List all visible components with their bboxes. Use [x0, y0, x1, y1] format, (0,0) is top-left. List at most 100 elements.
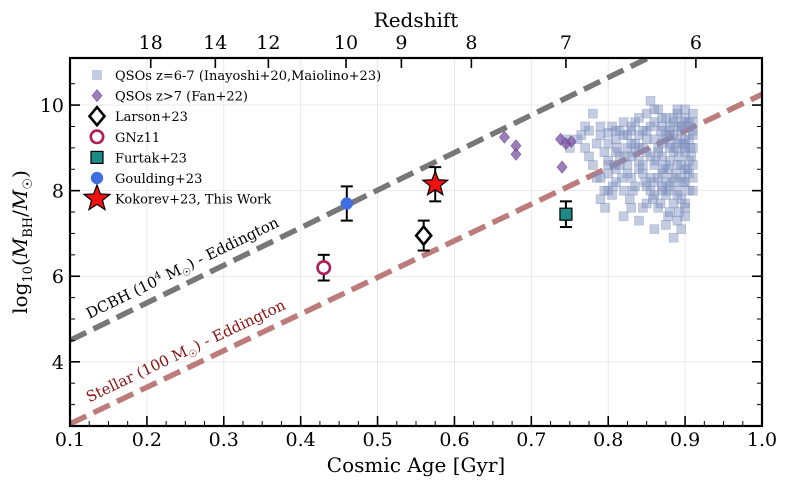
- point-qsos-z-6-7-inayoshi-20-maiolino-23: [630, 117, 640, 127]
- point-qsos-z-6-7-inayoshi-20-maiolino-23: [595, 121, 606, 132]
- top-tick-label: 8: [465, 32, 477, 54]
- point-larson-23: [414, 224, 433, 247]
- point-qsos-z-6-7-inayoshi-20-maiolino-23: [622, 160, 633, 170]
- point-qsos-z-6-7-inayoshi-20-maiolino-23: [653, 147, 664, 157]
- legend-marker: [89, 129, 105, 145]
- point-qsos-z-6-7-inayoshi-20-maiolino-23: [595, 130, 606, 140]
- point-qsos-z-6-7-inayoshi-20-maiolino-23: [614, 151, 625, 162]
- point-qsos-z-6-7-inayoshi-20-maiolino-23: [649, 224, 660, 234]
- legend-label: QSOs z>7 (Fan+22): [115, 90, 248, 105]
- x-tick-label: 0.7: [516, 429, 546, 451]
- point-qsos-z-6-7-inayoshi-20-maiolino-23: [680, 104, 690, 115]
- point-qsos-z-6-7-inayoshi-20-maiolino-23: [595, 173, 606, 183]
- x-tick-label: 0.5: [362, 429, 392, 451]
- x-tick-label: 0.6: [439, 429, 469, 451]
- y-tick-label: 8: [52, 181, 64, 203]
- point-qsos-z-6-7-inayoshi-20-maiolino-23: [626, 125, 637, 136]
- y-tick-label: 6: [52, 266, 64, 288]
- point-qsos-z-6-7-inayoshi-20-maiolino-23: [651, 155, 661, 166]
- legend-label: Larson+23: [115, 110, 188, 125]
- point-qsos-z-6-7-inayoshi-20-maiolino-23: [678, 177, 689, 187]
- point-qsos-z-6-7-inayoshi-20-maiolino-23: [663, 211, 673, 222]
- plot-frame: [68, 56, 764, 428]
- point-gnz11: [316, 260, 332, 276]
- point-qsos-z-6-7-inayoshi-20-maiolino-23: [672, 160, 683, 170]
- x-tick-label: 0.8: [593, 429, 623, 451]
- point-qsos-z-6-7-inayoshi-20-maiolino-23: [618, 211, 629, 222]
- point-qsos-z-6-7-inayoshi-20-maiolino-23: [663, 164, 673, 175]
- point-qsos-z-6-7-inayoshi-20-maiolino-23: [687, 185, 698, 196]
- point-qsos-z-7-fan-22: [499, 130, 510, 144]
- point-qsos-z-6-7-inayoshi-20-maiolino-23: [655, 125, 666, 136]
- legend-marker: [82, 183, 112, 212]
- legend-label: QSOs z=6-7 (Inayoshi+20,Maiolino+23): [115, 69, 381, 84]
- point-qsos-z-6-7-inayoshi-20-maiolino-23: [638, 143, 648, 153]
- x-axis-title: Cosmic Age [Gyr]: [327, 453, 505, 477]
- top-tick-label: 6: [690, 32, 702, 54]
- point-qsos-z-6-7-inayoshi-20-maiolino-23: [624, 194, 635, 205]
- point-qsos-z-6-7-inayoshi-20-maiolino-23: [588, 160, 598, 170]
- y-axis-title: log10(MBH/M☉): [8, 170, 36, 314]
- point-qsos-z-7-fan-22: [510, 147, 522, 161]
- point-qsos-z-6-7-inayoshi-20-maiolino-23: [668, 113, 679, 123]
- point-qsos-z-6-7-inayoshi-20-maiolino-23: [603, 185, 614, 196]
- point-qsos-z-6-7-inayoshi-20-maiolino-23: [584, 151, 594, 162]
- legend-marker: [87, 105, 107, 128]
- point-qsos-z-6-7-inayoshi-20-maiolino-23: [626, 173, 637, 183]
- point-qsos-z-6-7-inayoshi-20-maiolino-23: [591, 138, 602, 149]
- x-tick-label: 1.0: [747, 429, 777, 451]
- eddington-line-stellar: [70, 91, 762, 426]
- point-qsos-z-6-7-inayoshi-20-maiolino-23: [595, 194, 606, 205]
- top-axis-title: Redshift: [374, 8, 459, 32]
- label-part: ☉: [181, 266, 194, 280]
- point-qsos-z-6-7-inayoshi-20-maiolino-23: [634, 215, 644, 226]
- point-qsos-z-6-7-inayoshi-20-maiolino-23: [687, 160, 698, 170]
- y-tick-label: 10: [40, 95, 64, 117]
- y-tick-label: 4: [52, 352, 64, 374]
- point-qsos-z-6-7-inayoshi-20-maiolino-23: [576, 130, 587, 140]
- point-qsos-z-6-7-inayoshi-20-maiolino-23: [668, 130, 679, 140]
- point-qsos-z-6-7-inayoshi-20-maiolino-23: [672, 215, 683, 226]
- legend-marker: [92, 70, 102, 80]
- point-goulding-23: [340, 197, 354, 210]
- top-tick-label: 10: [334, 32, 358, 54]
- point-qsos-z-6-7-inayoshi-20-maiolino-23: [640, 177, 650, 187]
- point-qsos-z-6-7-inayoshi-20-maiolino-23: [687, 143, 698, 153]
- point-qsos-z-6-7-inayoshi-20-maiolino-23: [687, 125, 698, 136]
- x-tick-label: 0.9: [670, 429, 700, 451]
- point-qsos-z-6-7-inayoshi-20-maiolino-23: [649, 104, 660, 115]
- top-tick-label: 14: [203, 32, 227, 54]
- point-qsos-z-6-7-inayoshi-20-maiolino-23: [672, 104, 683, 115]
- point-qsos-z-6-7-inayoshi-20-maiolino-23: [628, 185, 638, 196]
- point-qsos-z-6-7-inayoshi-20-maiolino-23: [678, 117, 689, 127]
- legend-label: GNz11: [115, 131, 160, 146]
- data-points: [316, 95, 698, 282]
- point-qsos-z-6-7-inayoshi-20-maiolino-23: [638, 202, 648, 213]
- point-qsos-z-6-7-inayoshi-20-maiolino-23: [580, 143, 590, 153]
- point-qsos-z-6-7-inayoshi-20-maiolino-23: [664, 121, 675, 132]
- point-qsos-z-6-7-inayoshi-20-maiolino-23: [588, 108, 598, 119]
- point-qsos-z-6-7-inayoshi-20-maiolino-23: [658, 134, 669, 145]
- point-qsos-z-6-7-inayoshi-20-maiolino-23: [657, 113, 667, 123]
- point-qsos-z-6-7-inayoshi-20-maiolino-23: [626, 202, 637, 213]
- plot-area-background: [70, 58, 762, 426]
- point-furtak-23: [559, 207, 573, 221]
- top-tick-label: 18: [139, 32, 163, 54]
- legend-marker: [91, 89, 103, 103]
- point-qsos-z-6-7-inayoshi-20-maiolino-23: [599, 147, 610, 157]
- point-qsos-z-6-7-inayoshi-20-maiolino-23: [655, 198, 666, 209]
- point-qsos-z-6-7-inayoshi-20-maiolino-23: [668, 232, 679, 243]
- point-qsos-z-6-7-inayoshi-20-maiolino-23: [669, 177, 680, 187]
- legend-label: Furtak+23: [115, 151, 187, 166]
- x-tick-label: 0.1: [55, 429, 85, 451]
- x-tick-label: 0.3: [209, 429, 239, 451]
- point-qsos-z-6-7-inayoshi-20-maiolino-23: [674, 185, 684, 196]
- top-tick-label: 7: [560, 32, 572, 54]
- point-qsos-z-6-7-inayoshi-20-maiolino-23: [686, 151, 697, 162]
- legend-label: Kokorev+23, This Work: [115, 193, 271, 208]
- point-qsos-z-6-7-inayoshi-20-maiolino-23: [611, 125, 621, 136]
- point-qsos-z-7-fan-22: [556, 160, 568, 174]
- point-qsos-z-6-7-inayoshi-20-maiolino-23: [645, 185, 656, 196]
- point-qsos-z-6-7-inayoshi-20-maiolino-23: [618, 185, 629, 196]
- point-qsos-z-6-7-inayoshi-20-maiolino-23: [645, 95, 656, 106]
